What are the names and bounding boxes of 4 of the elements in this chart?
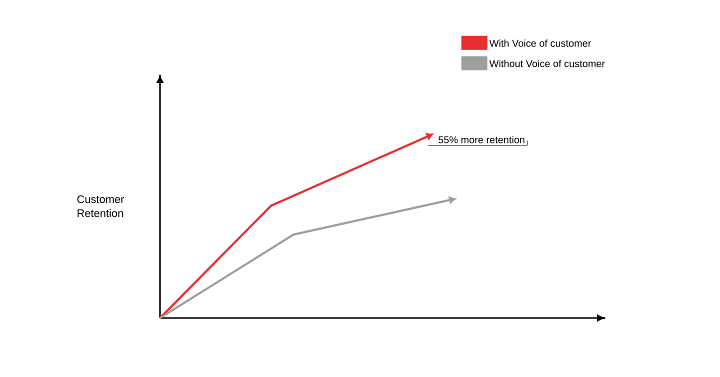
legend-label: With Voice of customer xyxy=(489,40,592,47)
annotation: 55% more retention xyxy=(438,136,524,144)
legend-label: Without Voice of customer xyxy=(489,60,605,68)
y-axis-title: Customer Retention xyxy=(77,195,124,218)
